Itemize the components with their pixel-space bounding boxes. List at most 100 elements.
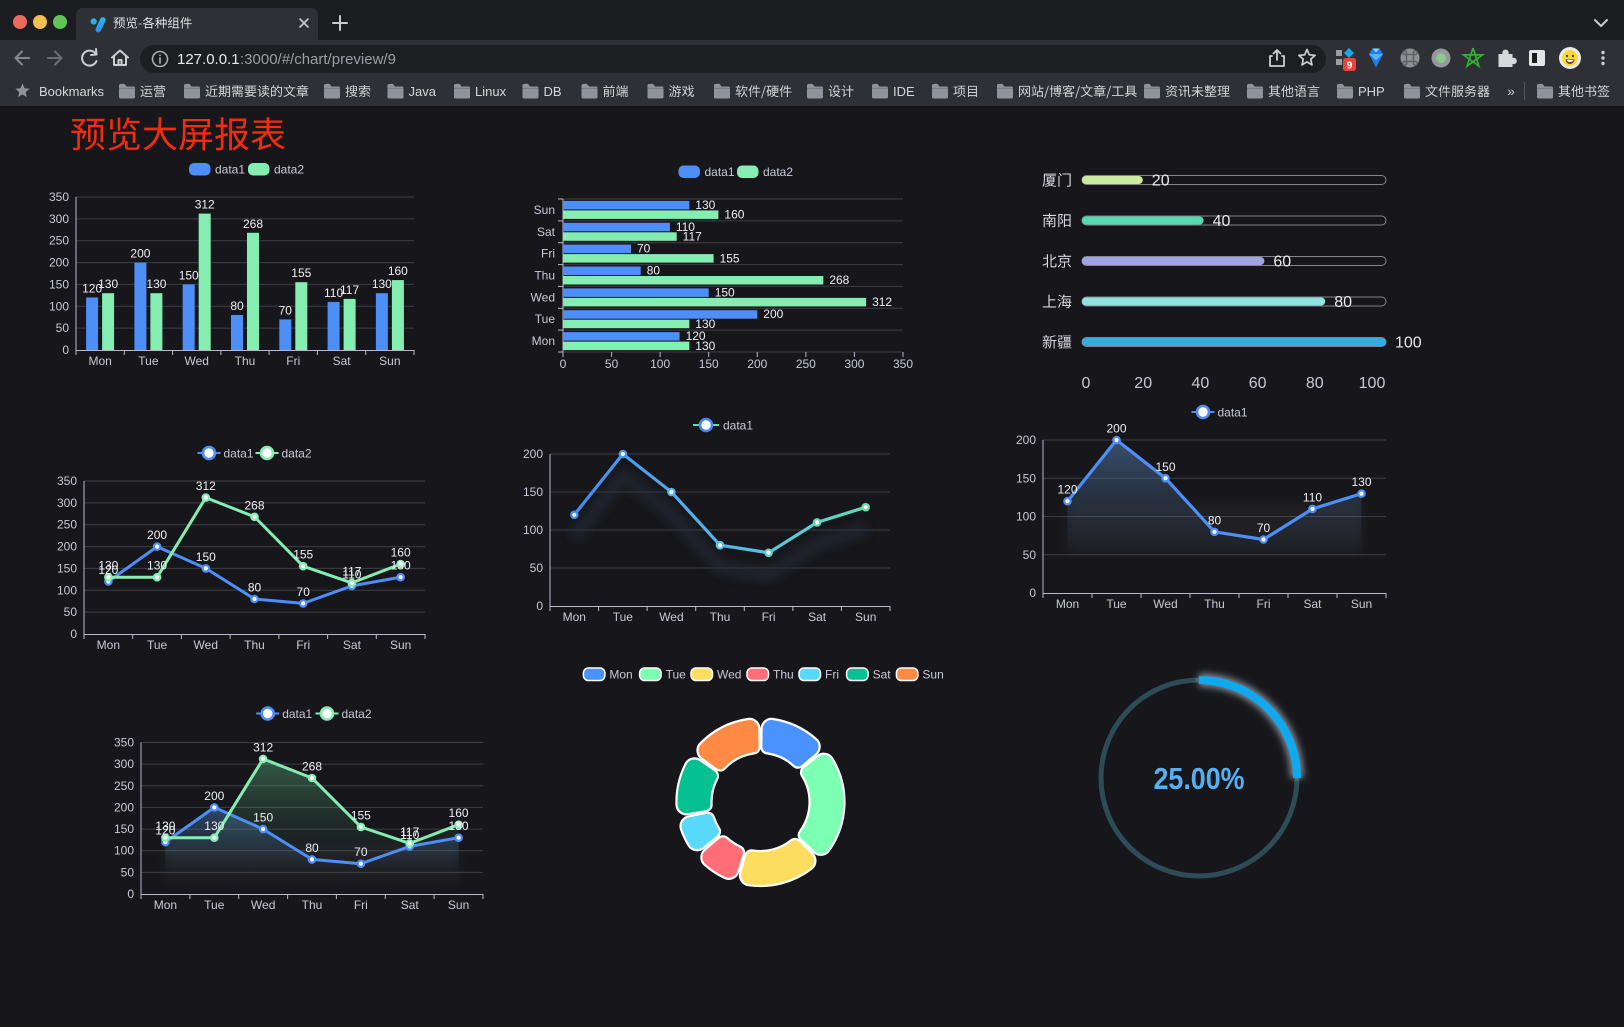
svg-text:0: 0 <box>127 887 134 901</box>
svg-text:150: 150 <box>196 550 216 564</box>
svg-text:130: 130 <box>146 277 166 291</box>
svg-text:Thu: Thu <box>235 354 256 368</box>
svg-text:155: 155 <box>293 548 313 562</box>
svg-text:150: 150 <box>114 822 134 836</box>
svg-text:150: 150 <box>699 357 719 371</box>
svg-text:120: 120 <box>686 329 706 343</box>
svg-text:Mon: Mon <box>609 668 632 682</box>
svg-text:70: 70 <box>1257 521 1271 535</box>
svg-text:200: 200 <box>763 307 783 321</box>
svg-text:250: 250 <box>57 518 77 532</box>
svg-text:Thu: Thu <box>244 638 265 652</box>
svg-text:268: 268 <box>243 217 263 231</box>
svg-text:Tue: Tue <box>613 610 634 624</box>
svg-text:Tue: Tue <box>666 668 687 682</box>
svg-text:DB: DB <box>544 84 562 99</box>
svg-text:312: 312 <box>253 740 273 754</box>
svg-text:100: 100 <box>49 299 69 313</box>
svg-text:0: 0 <box>560 357 567 371</box>
svg-text:50: 50 <box>605 357 619 371</box>
svg-text:Sun: Sun <box>1351 597 1372 611</box>
svg-text:9: 9 <box>1347 61 1353 72</box>
svg-text:200: 200 <box>1016 433 1036 447</box>
svg-text:200: 200 <box>747 357 767 371</box>
svg-text:312: 312 <box>872 295 892 309</box>
svg-text:Thu: Thu <box>710 610 731 624</box>
svg-text:150: 150 <box>57 561 77 575</box>
svg-text:25.00%: 25.00% <box>1154 761 1245 796</box>
svg-text:Fri: Fri <box>296 638 310 652</box>
svg-text:80: 80 <box>647 264 661 278</box>
svg-text:100: 100 <box>1359 375 1386 392</box>
svg-text:40: 40 <box>1192 375 1210 392</box>
svg-text:200: 200 <box>130 247 150 261</box>
svg-text:250: 250 <box>49 234 69 248</box>
svg-text:127.0.0.1: 127.0.0.1 <box>177 51 240 68</box>
svg-text:Bookmarks: Bookmarks <box>39 84 105 99</box>
svg-text:160: 160 <box>391 546 411 560</box>
svg-text:Fri: Fri <box>354 898 368 912</box>
svg-text:50: 50 <box>64 605 78 619</box>
svg-text:80: 80 <box>305 841 319 855</box>
svg-text:130: 130 <box>695 198 715 212</box>
svg-text:Sat: Sat <box>401 898 420 912</box>
svg-text:Wed: Wed <box>184 354 208 368</box>
svg-text:Sat: Sat <box>1303 597 1322 611</box>
svg-text:160: 160 <box>724 208 744 222</box>
svg-text:70: 70 <box>354 845 368 859</box>
svg-text:Sat: Sat <box>537 225 556 239</box>
svg-text:Wed: Wed <box>717 668 741 682</box>
svg-text:20: 20 <box>1134 375 1152 392</box>
svg-text:0: 0 <box>536 599 543 613</box>
svg-text:155: 155 <box>720 251 740 265</box>
svg-text:312: 312 <box>195 198 215 212</box>
svg-text:0: 0 <box>1029 586 1036 600</box>
svg-text:80: 80 <box>1208 513 1222 527</box>
svg-text:50: 50 <box>56 321 70 335</box>
svg-text:Thu: Thu <box>534 269 555 283</box>
svg-text:130: 130 <box>695 339 715 353</box>
svg-text:110: 110 <box>1303 490 1322 504</box>
svg-text:Tue: Tue <box>147 638 168 652</box>
svg-text:130: 130 <box>695 317 715 331</box>
svg-text:Wed: Wed <box>1153 597 1177 611</box>
svg-text:data1: data1 <box>705 165 735 179</box>
svg-text:150: 150 <box>49 277 69 291</box>
svg-text:200: 200 <box>114 800 134 814</box>
svg-text:data1: data1 <box>224 447 254 461</box>
svg-text:100: 100 <box>1395 335 1422 352</box>
svg-text:160: 160 <box>388 264 408 278</box>
svg-text:Linux: Linux <box>475 84 507 99</box>
svg-text:Mon: Mon <box>563 610 586 624</box>
svg-text:80: 80 <box>230 299 244 313</box>
svg-text:350: 350 <box>114 736 134 750</box>
svg-text:Wed: Wed <box>531 290 555 304</box>
svg-text:Wed: Wed <box>194 638 218 652</box>
svg-text:130: 130 <box>204 819 224 833</box>
svg-text:100: 100 <box>114 844 134 858</box>
svg-text:20: 20 <box>1152 173 1170 190</box>
svg-text:160: 160 <box>449 806 469 820</box>
svg-text:117: 117 <box>340 283 359 297</box>
svg-text:Sun: Sun <box>390 638 411 652</box>
svg-text:300: 300 <box>49 212 69 226</box>
svg-text:Tue: Tue <box>535 312 556 326</box>
svg-text:200: 200 <box>57 540 77 554</box>
svg-text:350: 350 <box>57 474 77 488</box>
svg-text:150: 150 <box>253 811 273 825</box>
svg-text:120: 120 <box>1057 483 1077 497</box>
svg-text:40: 40 <box>1213 213 1231 230</box>
svg-text:Tue: Tue <box>138 354 159 368</box>
svg-text:70: 70 <box>297 585 311 599</box>
svg-text:250: 250 <box>114 779 134 793</box>
svg-text:100: 100 <box>650 357 670 371</box>
svg-text:IDE: IDE <box>893 84 915 99</box>
svg-text:110: 110 <box>400 828 419 842</box>
svg-text:Sun: Sun <box>855 610 876 624</box>
svg-text:300: 300 <box>114 757 134 771</box>
svg-text:268: 268 <box>829 273 849 287</box>
svg-text:120: 120 <box>82 282 102 296</box>
svg-text:Sun: Sun <box>922 668 943 682</box>
svg-text:data2: data2 <box>342 707 372 721</box>
svg-text:Mon: Mon <box>532 334 555 348</box>
